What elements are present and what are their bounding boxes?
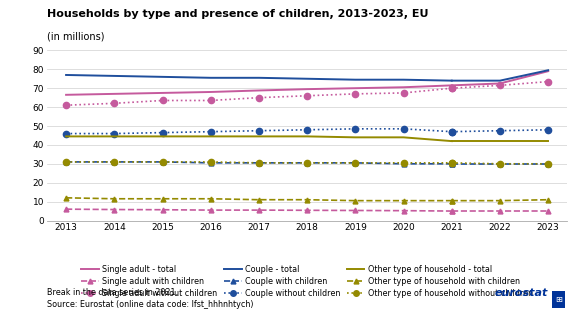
Text: eurostat: eurostat	[494, 288, 548, 298]
Text: (in millions): (in millions)	[47, 32, 104, 42]
Legend: Single adult - total, Single adult with children, Single adult without children,: Single adult - total, Single adult with …	[78, 262, 536, 301]
Text: Source: Eurostat (online data code: lfst_hhhnhtych): Source: Eurostat (online data code: lfst…	[47, 300, 253, 309]
Text: Households by type and presence of children, 2013-2023, EU: Households by type and presence of child…	[47, 9, 428, 20]
Text: ⊞: ⊞	[555, 295, 562, 304]
Text: Break in the data series in 2021.: Break in the data series in 2021.	[47, 288, 178, 297]
